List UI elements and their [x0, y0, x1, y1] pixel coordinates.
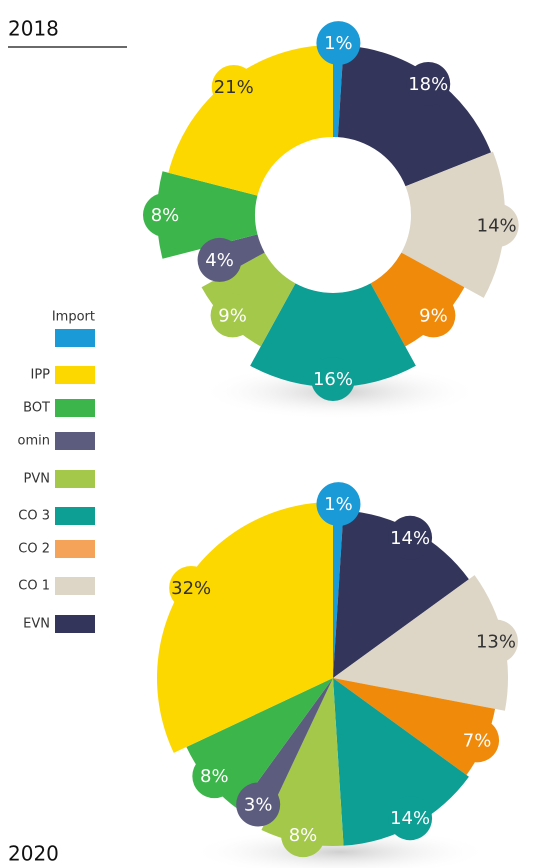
- label-badge: [411, 293, 456, 338]
- data-label: 9%: [419, 305, 448, 326]
- slice: [333, 510, 469, 678]
- data-label: 1%: [324, 33, 353, 54]
- slice: [168, 45, 333, 196]
- data-label: 8%: [200, 766, 229, 787]
- label-badge: [211, 64, 256, 109]
- year-title: 2018: [8, 17, 59, 41]
- legend-swatch: [55, 577, 95, 595]
- data-label: 16%: [313, 369, 353, 390]
- slice: [156, 502, 333, 753]
- label-badge: [236, 782, 281, 827]
- slice: [250, 283, 416, 387]
- legend-label: CO 1: [18, 579, 50, 594]
- data-label: 3%: [244, 795, 273, 816]
- legend-label: CO 3: [18, 509, 50, 524]
- legend-label: omin: [18, 434, 50, 449]
- slice: [157, 171, 258, 259]
- pie-chart: 1% 14% 13% 7% 14% 8% 3% 8% 32%: [156, 482, 518, 858]
- slice: [333, 678, 469, 846]
- label-badge: [388, 515, 433, 560]
- label-badge: [473, 619, 518, 664]
- label-badge: [197, 237, 242, 282]
- data-label: 14%: [390, 528, 430, 549]
- label-badge: [143, 193, 187, 237]
- label-badge: [281, 813, 326, 858]
- slice: [333, 678, 496, 775]
- data-label: 18%: [408, 74, 448, 95]
- slice: [333, 496, 345, 678]
- data-label: 9%: [218, 305, 247, 326]
- legend-swatch: [55, 399, 95, 417]
- data-label: 32%: [171, 578, 211, 599]
- slice: [337, 45, 492, 187]
- legend-label: EVN: [23, 617, 50, 632]
- legend-label: Import: [52, 310, 95, 325]
- data-label: 21%: [214, 77, 254, 98]
- legend-label: CO 2: [18, 542, 50, 557]
- data-label: 8%: [289, 825, 318, 846]
- data-label: 7%: [463, 730, 492, 751]
- label-badge: [192, 754, 237, 799]
- label-badge: [210, 293, 255, 338]
- pie-chart: 1% 18% 14% 9% 16% 9% 4% 8% 21%: [143, 21, 519, 401]
- slice: [333, 575, 508, 711]
- label-badge: [455, 718, 500, 763]
- legend-swatch: [55, 329, 95, 347]
- data-label: 8%: [151, 205, 180, 226]
- legend-label: BOT: [23, 401, 50, 416]
- legend-swatch: [55, 615, 95, 633]
- label-badge: [169, 565, 214, 610]
- slice: [241, 678, 333, 819]
- slice: [261, 678, 344, 847]
- label-badge: [388, 796, 433, 841]
- label-badge: [316, 482, 361, 527]
- legend-swatch: [55, 540, 95, 558]
- legend-swatch: [55, 432, 95, 450]
- data-label: 14%: [390, 808, 430, 829]
- label-badge: [474, 203, 519, 248]
- legend-swatch: [55, 507, 95, 525]
- legend-label: IPP: [30, 368, 50, 383]
- data-label: 14%: [477, 215, 517, 236]
- label-badge: [316, 21, 361, 66]
- data-label: 1%: [324, 494, 353, 515]
- legend-label: PVN: [24, 472, 50, 487]
- label-badge: [311, 357, 355, 401]
- slice: [370, 252, 465, 347]
- year-title: 2020: [8, 842, 59, 866]
- data-label: 13%: [476, 632, 516, 653]
- legend-swatch: [55, 470, 95, 488]
- slice: [401, 151, 506, 298]
- data-label: 4%: [205, 250, 234, 271]
- label-badge: [406, 61, 451, 106]
- legend-swatch: [55, 366, 95, 384]
